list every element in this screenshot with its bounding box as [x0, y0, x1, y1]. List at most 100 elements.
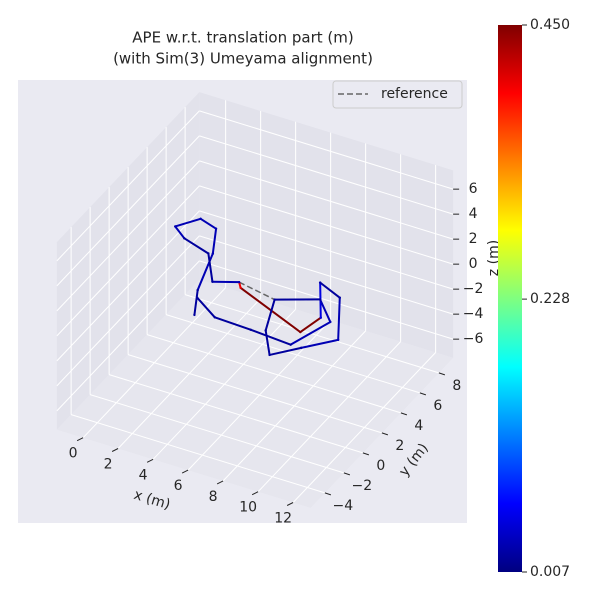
colorbar-tick-label: 0.450	[530, 17, 570, 33]
grid-line	[56, 160, 200, 312]
chart-subtitle: (with Sim(3) Umeyama alignment)	[113, 50, 373, 68]
trajectory-segment	[299, 316, 322, 334]
grid-line	[56, 135, 200, 287]
x-tick-mark	[181, 469, 189, 474]
y-tick-label: 4	[414, 418, 423, 434]
y-tick-label: 8	[452, 378, 461, 394]
y-tick-mark	[343, 472, 351, 476]
x-tick-label: 4	[139, 467, 148, 483]
y-tick-mark	[362, 452, 370, 456]
colorbar-tick-label: 0.228	[530, 291, 570, 307]
grid-line	[199, 185, 454, 265]
grid-line	[199, 260, 454, 340]
y-tick-label: −4	[333, 498, 354, 514]
z-tick-label: 6	[469, 181, 478, 197]
y-tick-label: 0	[376, 458, 385, 474]
error-point	[338, 296, 341, 299]
legend: reference	[332, 80, 463, 109]
grid-line	[199, 110, 454, 190]
y-tick-mark	[419, 392, 427, 396]
legend-box	[332, 80, 463, 109]
trajectory-segment	[249, 328, 292, 346]
grid-line	[89, 394, 345, 474]
trajectory-segment	[199, 217, 218, 230]
x-tick-mark	[146, 458, 154, 463]
error-point	[264, 329, 267, 332]
grid-line	[56, 260, 200, 412]
error-point	[299, 346, 303, 350]
trajectory-segment	[319, 298, 332, 323]
x-tick-label: 10	[239, 500, 257, 516]
grid-line	[56, 110, 200, 262]
error-point	[199, 217, 202, 220]
error-point	[318, 298, 322, 301]
error-point	[239, 286, 242, 289]
trajectory-segment	[174, 225, 186, 240]
error-point	[174, 225, 177, 228]
trajectory-segment	[183, 237, 210, 255]
grid-line	[165, 314, 421, 394]
colorbar-tick-label: 0.007	[530, 564, 570, 580]
error-point	[196, 288, 199, 292]
y-tick-mark	[438, 372, 446, 376]
trajectory-segment	[174, 217, 202, 228]
x-tick-label: 12	[274, 511, 292, 527]
error-point	[273, 298, 276, 301]
plot	[174, 217, 341, 357]
error-point	[319, 316, 322, 319]
grid-line	[184, 294, 440, 374]
trajectory-segment	[300, 338, 340, 349]
grid-line	[56, 210, 200, 362]
colorbar	[498, 25, 522, 572]
error-point	[211, 252, 215, 255]
x-tick-mark	[111, 448, 119, 452]
error-point	[193, 313, 196, 317]
trajectory-segment	[196, 296, 216, 319]
legend-label: reference	[381, 86, 448, 102]
error-point	[213, 316, 216, 319]
z-tick-label: −6	[463, 331, 484, 347]
grid-line	[70, 414, 326, 494]
x-tick-label: 6	[174, 478, 183, 494]
trajectory-segment	[211, 227, 218, 255]
error-point	[299, 330, 302, 334]
error-point	[336, 338, 340, 342]
chart-title: APE w.r.t. translation part (m)	[132, 29, 353, 47]
trajectory-segment	[319, 281, 341, 299]
grid-line	[199, 210, 454, 290]
trajectory-segment	[289, 320, 332, 346]
x-tick-mark	[251, 491, 259, 496]
y-tick-mark	[400, 412, 408, 416]
z-tick-label: −4	[463, 306, 484, 322]
grid-line	[108, 374, 364, 454]
grid-line	[127, 354, 383, 434]
error-point	[207, 252, 210, 255]
error-point	[214, 227, 218, 230]
error-point	[183, 237, 186, 240]
grid-line	[199, 160, 454, 240]
trajectory-segment	[207, 252, 214, 283]
x-tick-label: 2	[104, 457, 113, 473]
x-tick-mark	[216, 480, 224, 485]
error-point	[249, 328, 252, 331]
error-point	[211, 280, 214, 283]
grid-line	[56, 185, 200, 337]
z-tick-label: 0	[469, 256, 478, 272]
error-point	[329, 320, 332, 324]
y-tick-label: 6	[433, 398, 442, 414]
trajectory-segment	[196, 252, 214, 292]
trajectory-segment	[213, 316, 252, 331]
error-point	[196, 296, 199, 299]
z-tick-label: 4	[469, 206, 478, 222]
grid-line	[199, 135, 454, 215]
error-point	[318, 281, 322, 284]
z-tick-label: −2	[463, 281, 484, 297]
error-point	[268, 353, 271, 357]
colorbar-ticks: 0.007 0.228 0.450	[522, 17, 570, 580]
grid-line	[56, 235, 200, 387]
error-point	[237, 280, 241, 284]
trajectory-segment	[268, 346, 303, 356]
x-tick-label: 0	[69, 446, 78, 462]
